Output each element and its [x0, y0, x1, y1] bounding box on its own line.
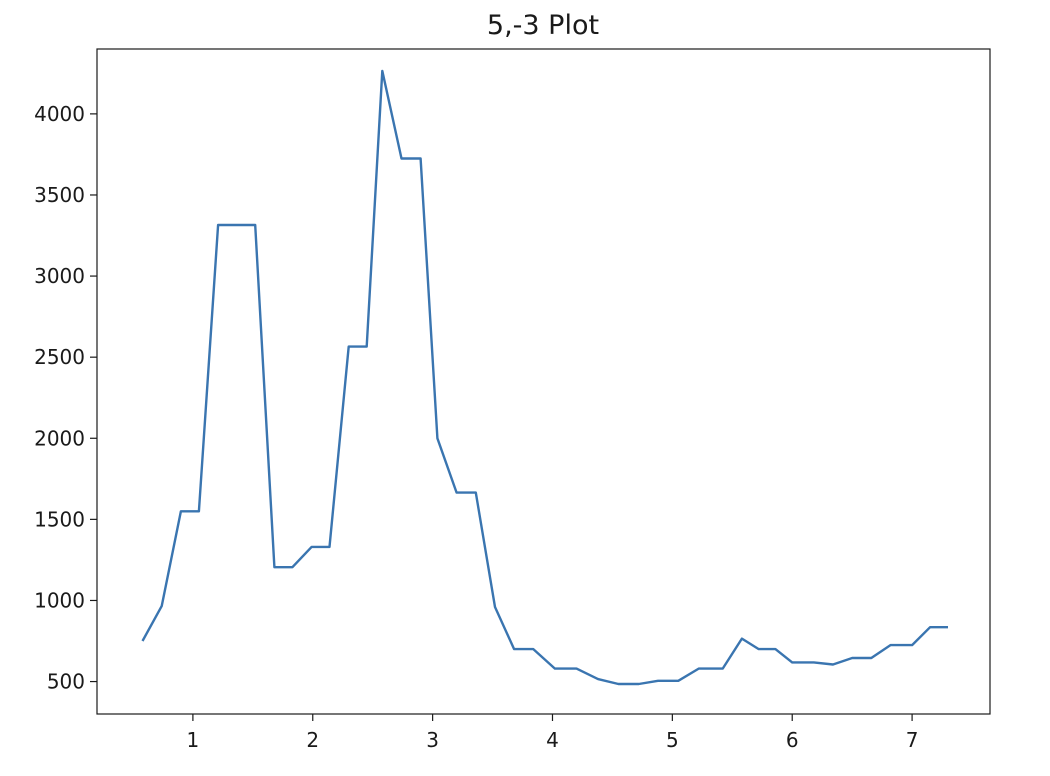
chart-title: 5,-3 Plot [487, 10, 599, 41]
x-tick-label: 5 [666, 728, 679, 752]
x-tick-label: 1 [187, 728, 200, 752]
y-tick-label: 3500 [34, 183, 85, 207]
y-tick-label: 4000 [34, 102, 85, 126]
y-tick-label: 2000 [34, 426, 85, 450]
x-axis: 1 2 3 4 5 6 7 [187, 714, 919, 752]
x-tick-label: 3 [426, 728, 439, 752]
y-tick-label: 1000 [34, 588, 85, 612]
series-line [141, 69, 948, 686]
y-tick-label: 1500 [34, 507, 85, 531]
y-tick-label: 3000 [34, 264, 85, 288]
x-tick-label: 6 [786, 728, 799, 752]
x-tick-label: 4 [546, 728, 559, 752]
axes-frame [96, 48, 991, 715]
y-tick-label: 2500 [34, 345, 85, 369]
plot-area [141, 69, 948, 686]
x-tick-label: 7 [906, 728, 919, 752]
y-axis: 500 1000 1500 2000 2500 3000 3500 4000 [34, 102, 97, 694]
x-tick-label: 2 [306, 728, 319, 752]
y-tick-label: 500 [47, 670, 85, 694]
